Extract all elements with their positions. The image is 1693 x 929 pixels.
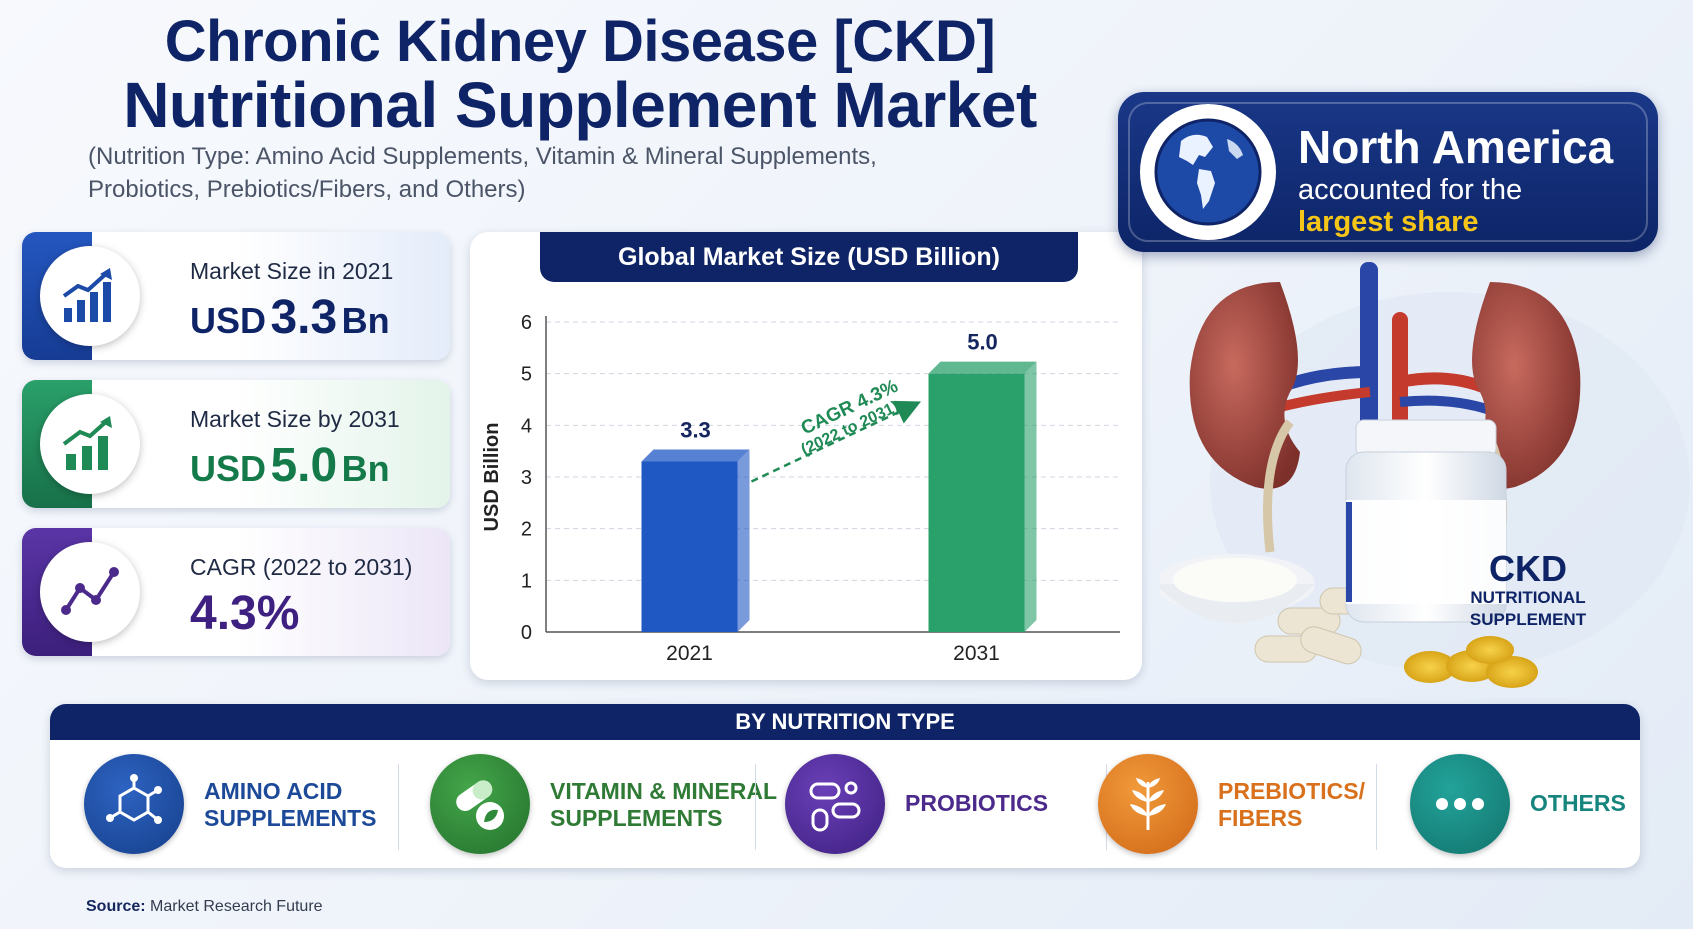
y-tick-label: 5 [521,364,532,386]
stat-number: 5.0 [270,439,338,492]
region-badge: North America accounted for the largest … [1118,92,1658,252]
bottle-label-line3: SUPPLEMENT [1469,610,1587,629]
page-subtitle: (Nutrition Type: Amino Acid Supplements,… [88,140,988,206]
source-note: Source: Market Research Future [86,898,323,916]
chart-title: Global Market Size (USD Billion) [540,232,1078,282]
type-label: AMINO ACID SUPPLEMENTS [204,778,377,832]
page-title-line1: Chronic Kidney Disease [CKD] [164,9,996,74]
x-tick-label: 2021 [666,642,713,665]
stat-number: 3.3 [270,291,338,344]
nutrition-type-panel: BY NUTRITION TYPE AMINO ACID SUPPLEMENTS [50,704,1640,868]
stat-unit-suffix: Bn [341,448,390,489]
bar-chart-up-icon [40,394,140,494]
y-tick-label: 4 [521,415,532,437]
type-label-line2: SUPPLEMENTS [204,805,377,831]
globe-icon [1140,104,1276,240]
y-tick-label: 2 [521,519,532,541]
region-caption: accounted for the [1298,174,1523,206]
subtitle-line1: (Nutrition Type: Amino Acid Supplements,… [88,143,877,170]
stat-label: Market Size in 2021 [190,258,394,284]
bar [641,461,738,632]
type-label-line1: AMINO ACID [204,778,343,804]
bacteria-icon [785,754,885,854]
source-text: Market Research Future [150,898,323,915]
nutrition-type-header: BY NUTRITION TYPE [50,704,1640,740]
type-label-line1: OTHERS [1530,790,1626,816]
bar-side [1024,361,1037,632]
region-name: North America [1298,121,1614,173]
stat-unit-prefix: USD [190,300,267,341]
stat-value: USD 3.3 Bn [190,290,390,345]
page-title-line2: Nutritional Supplement Market [123,69,1037,141]
bar-value-label: 3.3 [680,418,711,443]
line-trend-icon [40,542,140,642]
dots-icon [1410,754,1510,854]
wheat-icon [1098,754,1198,854]
type-label-line2: SUPPLEMENTS [550,805,723,831]
y-tick-label: 0 [521,622,532,644]
stat-value: USD 5.0 Bn [190,438,390,493]
y-tick-label: 1 [521,570,532,592]
subtitle-line2: Probiotics, Prebiotics/Fibers, and Other… [88,176,526,203]
bar-value-label: 5.0 [967,330,998,355]
x-tick-label: 2031 [953,642,1000,665]
type-label-line2: FIBERS [1218,805,1303,831]
stat-number: 4.3% [190,587,300,640]
stat-card-market-2021: Market Size in 2021 USD 3.3 Bn [22,232,450,360]
type-label: PROBIOTICS [905,790,1048,817]
kidney-supplement-illustration [1160,262,1690,688]
source-label: Source: [86,898,146,915]
type-label-line1: PROBIOTICS [905,790,1049,816]
bar [928,373,1025,632]
bar-side [737,449,750,632]
stat-label: CAGR (2022 to 2031) [190,554,413,580]
type-label: OTHERS [1530,790,1626,817]
stat-unit-prefix: USD [190,448,267,489]
stat-card-cagr: CAGR (2022 to 2031) 4.3% [22,528,450,656]
stat-unit-suffix: Bn [341,300,390,341]
cagr-arrow [750,400,922,483]
type-label-line1: PREBIOTICS/ [1218,778,1365,804]
region-highlight: largest share [1298,206,1479,238]
type-label-line1: VITAMIN & MINERAL [550,778,778,804]
capsule-leaf-icon [430,754,530,854]
stat-value: 4.3% [190,586,299,641]
bar-chart-up-icon [40,246,140,346]
chart-panel: 0 1 2 3 4 5 6 USD Billion 3.3 2021 5.0 2031 CAGR 4.3… [470,232,1142,680]
y-axis-label: USD Billion [481,423,503,532]
type-label: VITAMIN & MINERAL SUPPLEMENTS [550,778,777,832]
stat-label: Market Size by 2031 [190,406,400,432]
type-label: PREBIOTICS/ FIBERS [1218,778,1365,832]
bar-top [641,449,750,462]
stat-card-market-2031: Market Size by 2031 USD 5.0 Bn [22,380,450,508]
bottle-label-line2: NUTRITIONAL [1470,588,1586,607]
y-tick-label: 3 [521,467,532,489]
molecule-icon [84,754,184,854]
bottle-label-title: CKD [1489,548,1567,589]
y-tick-label: 6 [521,312,532,334]
bar-top [928,361,1037,374]
